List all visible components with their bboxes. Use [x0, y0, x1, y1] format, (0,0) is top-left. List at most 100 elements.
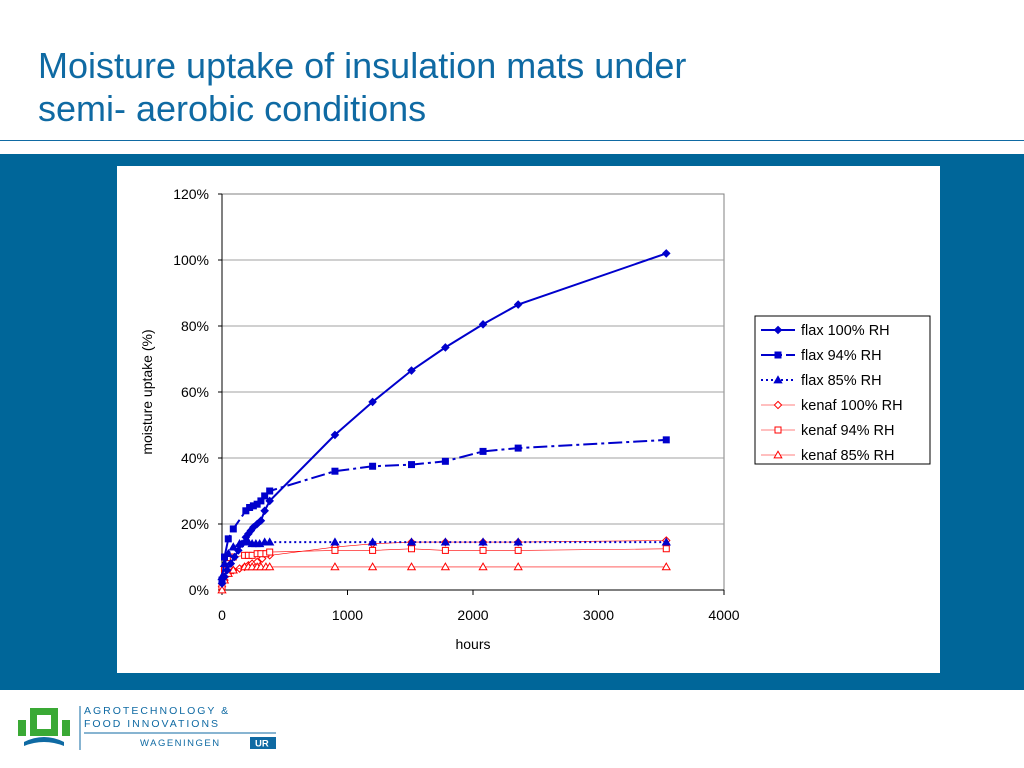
legend-entry: flax 100% RH: [761, 323, 890, 339]
legend-label: flax 94% RH: [801, 348, 882, 364]
data-point: [479, 546, 487, 554]
logo-text-line-2: FOOD INNOVATIONS: [84, 718, 220, 730]
data-point: [266, 487, 274, 495]
series-flax-85-rh: [217, 537, 671, 581]
data-point: [330, 537, 340, 546]
x-axis-label: hours: [455, 636, 490, 652]
data-point: [661, 562, 671, 571]
data-point: [223, 548, 233, 558]
data-point: [662, 545, 670, 553]
data-point: [217, 571, 227, 581]
legend-entry: kenaf 100% RH: [761, 398, 903, 414]
logo-text-ur: UR: [255, 739, 269, 750]
data-point: [261, 492, 269, 500]
data-point: [367, 537, 378, 546]
legend-swatch-marker: [773, 375, 783, 384]
data-point: [226, 559, 236, 568]
data-point: [440, 562, 451, 571]
data-point: [662, 436, 670, 444]
data-point: [407, 366, 416, 375]
data-point: [256, 516, 266, 526]
y-tick-label: 120%: [173, 186, 209, 202]
legend-entry: kenaf 85% RH: [761, 448, 895, 464]
slide-title: Moisture uptake of insulation mats under…: [38, 44, 938, 130]
x-axis-ticks: 0 1000 2000 3000 4000: [218, 589, 740, 623]
chart-panel: 0% 20% 40% 60% 80% 100% 120% 0 1000 2000 3000 4000…: [117, 166, 940, 673]
data-point: [330, 430, 340, 440]
logo-emblem-icon: [18, 708, 70, 746]
data-point: [441, 546, 449, 554]
data-point: [228, 542, 238, 551]
logo-text-line-1: AGROTECHNOLOGY &: [84, 705, 230, 717]
series-flax-94-rh: [218, 436, 670, 584]
x-tick-label: 3000: [583, 607, 614, 623]
legend-swatch-marker: [773, 325, 783, 335]
data-point: [266, 548, 274, 556]
data-point: [265, 496, 274, 506]
slide-title-line-1: Moisture uptake of insulation mats under: [38, 45, 687, 86]
series-layer: [217, 249, 671, 594]
y-tick-label: 40%: [181, 450, 209, 466]
data-point: [369, 462, 377, 470]
data-point: [265, 562, 275, 571]
data-point: [369, 546, 377, 554]
data-point: [513, 562, 523, 571]
data-point: [661, 537, 671, 546]
data-point: [368, 397, 377, 407]
logo-ur-box: [250, 737, 276, 749]
data-point: [440, 537, 451, 546]
data-point: [331, 467, 339, 475]
data-point: [219, 558, 230, 567]
gridlines: [222, 259, 724, 525]
data-point: [478, 537, 488, 546]
chart-legend: flax 100% RH flax 94% RH flax 85% RH kenaf …: [754, 315, 931, 465]
data-point: [441, 343, 450, 352]
legend-label: kenaf 100% RH: [801, 398, 903, 414]
data-point: [229, 525, 237, 533]
y-tick-label: 100%: [173, 252, 209, 268]
data-point: [441, 457, 449, 465]
x-tick-label: 4000: [708, 607, 739, 623]
title-divider: [0, 140, 1024, 141]
legend-swatch-marker: [773, 450, 783, 459]
wageningen-logo: AGROTECHNOLOGY & FOOD INNOVATIONS WAGENI…: [18, 705, 276, 750]
data-point: [513, 300, 523, 309]
legend-label: flax 100% RH: [801, 323, 890, 339]
y-tick-label: 80%: [181, 318, 209, 334]
data-point: [222, 565, 232, 575]
moisture-uptake-chart: 0% 20% 40% 60% 80% 100% 120% 0 1000 2000 3000 4000…: [139, 186, 931, 652]
y-axis-label: moisture uptake (%): [139, 329, 155, 454]
x-tick-label: 1000: [332, 607, 363, 623]
slide-title-line-2: semi- aerobic conditions: [38, 88, 427, 129]
data-point: [331, 546, 339, 554]
legend-label: kenaf 85% RH: [801, 448, 895, 464]
data-point: [257, 497, 265, 505]
data-point: [367, 562, 378, 571]
data-point: [260, 506, 269, 516]
data-point: [513, 537, 523, 546]
data-point: [228, 565, 238, 574]
y-tick-label: 20%: [181, 516, 209, 532]
logo-text-wageningen: WAGENINGEN: [140, 738, 221, 749]
data-point: [330, 562, 340, 571]
data-point: [217, 585, 227, 594]
y-axis-ticks: 0% 20% 40% 60% 80% 100% 120%: [173, 186, 223, 598]
legend-box: [754, 315, 931, 465]
x-tick-label: 2000: [457, 607, 488, 623]
data-point: [514, 546, 522, 554]
data-point: [408, 545, 416, 553]
footer-logo: AGROTECHNOLOGY & FOOD INNOVATIONS WAGENI…: [18, 700, 288, 760]
data-point: [406, 562, 417, 571]
data-point: [408, 461, 416, 469]
data-point: [514, 444, 522, 452]
data-point: [265, 537, 275, 546]
data-point: [478, 562, 488, 571]
data-point: [224, 535, 232, 543]
legend-entry: flax 85% RH: [761, 373, 882, 389]
data-point: [257, 554, 267, 563]
legend-swatch-marker: [774, 351, 782, 359]
y-tick-label: 60%: [181, 384, 209, 400]
x-tick-label: 0: [218, 607, 226, 623]
y-tick-label: 0%: [189, 582, 209, 598]
data-point: [479, 447, 487, 455]
